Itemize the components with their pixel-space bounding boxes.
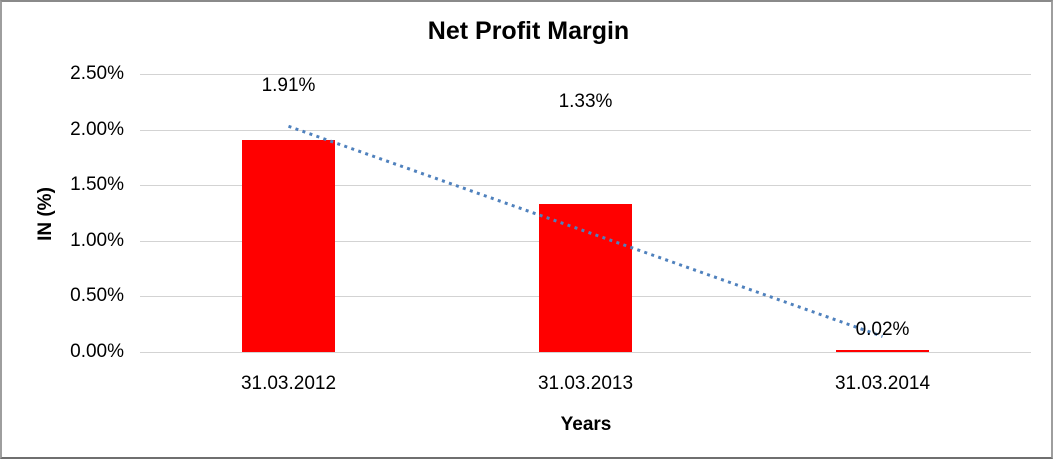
bar-31.03.2012 <box>242 139 335 352</box>
gridline <box>140 129 1031 131</box>
y-tick-label: 0.50% <box>70 285 124 307</box>
y-axis-title: IN (%) <box>35 187 56 241</box>
value-label: 1.91% <box>261 75 316 96</box>
category-label: 31.03.2013 <box>537 373 634 394</box>
category-label: 31.03.2014 <box>834 373 931 394</box>
chart-title: Net Profit Margin <box>427 17 630 45</box>
value-label: 1.33% <box>558 91 613 112</box>
y-tick-label: 1.50% <box>70 174 124 196</box>
category-label: 31.03.2012 <box>240 373 337 394</box>
y-tick-label: 1.00% <box>70 229 124 251</box>
value-label: 0.02% <box>855 319 910 340</box>
bar-31.03.2014 <box>836 349 929 352</box>
y-tick-label: 0.00% <box>70 341 124 362</box>
gridline <box>140 352 1031 353</box>
bar-31.03.2013 <box>539 204 632 352</box>
y-tick-label: 2.00% <box>70 118 124 140</box>
gridline <box>140 74 1031 75</box>
y-tick-label: 2.50% <box>70 63 124 84</box>
x-axis-title: Years <box>560 414 612 435</box>
